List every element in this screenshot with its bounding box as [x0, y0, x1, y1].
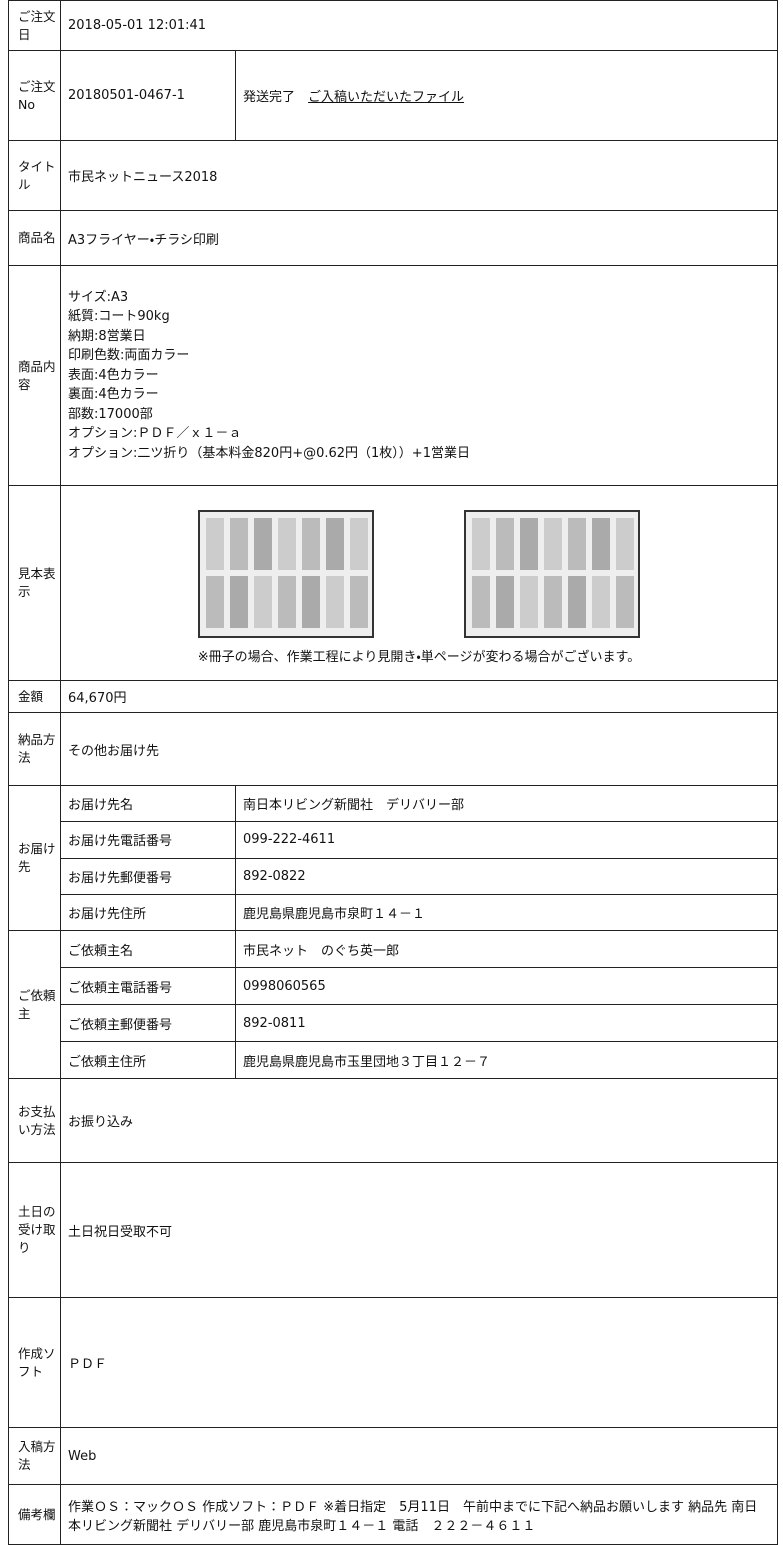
spec-line: 紙質:コート90kg	[68, 309, 170, 325]
row: ご依頼主住所 鹿児島県鹿児島市玉里団地３丁目１２－７	[9, 1041, 778, 1079]
row: 土日の受け取り 土日祝日受取不可	[8, 1162, 778, 1298]
field-value: 892-0822	[235, 857, 778, 895]
field-name: ご依頼主電話番号	[60, 967, 236, 1005]
spec-line: サイズ:A3	[68, 289, 129, 305]
field-name: お届け先名	[60, 784, 236, 823]
body: ご注文日 2018-05-01 12:01:41 ご注文No 20180501-046…	[8, 0, 778, 1545]
row-label: 入稿方法	[8, 1427, 61, 1485]
row: 入稿方法 Web	[8, 1427, 778, 1485]
sample-thumbnail	[198, 509, 374, 638]
row-label: お届け先	[8, 785, 61, 931]
row-value: その他お届け先	[60, 712, 778, 786]
file-link[interactable]: ご入稿いただいたファイル	[308, 90, 465, 105]
row: 納品方法 その他お届け先	[8, 712, 778, 786]
spec-line: 部数:17000部	[68, 406, 153, 422]
field-value: 鹿児島県鹿児島市泉町１４－１	[235, 893, 778, 932]
field-name: ご依頼主郵便番号	[60, 1004, 236, 1042]
row-label: ご注文日	[8, 0, 61, 51]
row-label: 商品内容	[8, 265, 61, 486]
page: order {"order": {"rows": [ {"label": "ご注…	[8, 0, 778, 1545]
row: ご注文日 2018-05-01 12:01:41	[8, 0, 778, 51]
field-name: ご依頼主名	[60, 930, 236, 968]
sample-thumbnail	[464, 509, 640, 638]
sample-note: ※冊子の場合、作業工程により見開き・単ページが変わる場合がございます。	[197, 649, 641, 665]
row: お届け先郵便番号 892-0822	[9, 857, 778, 895]
row-value: A3フライヤー・チラシ印刷	[60, 210, 778, 266]
row: ご依頼主郵便番号 892-0811	[9, 1004, 778, 1042]
field-name: ご依頼主住所	[60, 1041, 236, 1079]
row-label: 見本表示	[8, 485, 61, 681]
status-cell: 発送完了 ご入稿いただいたファイル	[235, 50, 778, 141]
field-value: 南日本リビング新聞社 デリバリー部	[235, 784, 778, 823]
thumbnails	[68, 509, 770, 638]
row: タイトル 市民ネットニュース2018	[8, 140, 778, 211]
row: ご依頼主 ご依頼主名 市民ネット のぐち英一郎	[8, 930, 778, 1079]
row-value: ※冊子の場合、作業工程により見開き・単ページが変わる場合がございます。	[60, 485, 778, 681]
spec-line: 表面:4色カラー	[68, 367, 159, 383]
row: 商品名 A3フライヤー・チラシ印刷	[8, 210, 778, 266]
row: 作成ソフト ＰＤＦ	[8, 1297, 778, 1428]
row-value: 市民ネットニュース2018	[60, 140, 778, 211]
row-value: ＰＤＦ	[60, 1297, 778, 1428]
row-label: 商品名	[8, 210, 61, 266]
field-name: お届け先住所	[60, 893, 236, 932]
spec-line: 納期:8営業日	[68, 328, 146, 344]
field-value: 892-0811	[235, 1004, 778, 1042]
order-table: ご注文日 2018-05-01 12:01:41 ご注文No 20180501-046…	[8, 0, 778, 1545]
row-label: 納品方法	[8, 712, 61, 786]
row: 金額 64,670円	[8, 680, 778, 713]
row-value: 作業ＯＳ：マックＯＳ 作成ソフト：ＰＤＦ ※着日指定 5月11日 午前中までに下…	[60, 1484, 778, 1545]
row: お届け先電話番号 099-222-4611	[9, 821, 778, 859]
row: ご依頼主電話番号 0998060565	[9, 967, 778, 1005]
row: ご注文No 20180501-0467-1 発送完了 ご入稿いただいたファイル	[8, 50, 778, 141]
spec-line: オプション:ＰＤＦ／ｘ１－ａ	[68, 426, 242, 442]
row: お支払い方法 お振り込み	[8, 1078, 778, 1163]
status: 発送完了	[243, 90, 296, 105]
field-name: お届け先電話番号	[60, 821, 236, 859]
row-value: 20180501-0467-1	[60, 50, 236, 141]
row: 見本表示 ※冊子の場合、作業工程により見開き・単ページが変わる場合がございます。	[8, 485, 778, 681]
spec-line: 裏面:4色カラー	[68, 387, 159, 403]
row-label: お支払い方法	[8, 1078, 61, 1163]
spec-line: 印刷色数:両面カラー	[68, 348, 190, 364]
row-value: 64,670円	[60, 680, 778, 713]
row-label: ご注文No	[8, 50, 61, 141]
row-label: 備考欄	[8, 1484, 61, 1545]
row-label: 土日の受け取り	[8, 1162, 61, 1298]
row-value: Web	[60, 1427, 778, 1485]
row-label: タイトル	[8, 140, 61, 211]
row: 備考欄 作業ＯＳ：マックＯＳ 作成ソフト：ＰＤＦ ※着日指定 5月11日 午前中ま…	[8, 1484, 778, 1545]
row-value: 土日祝日受取不可	[60, 1162, 778, 1298]
row-value: 2018-05-01 12:01:41	[60, 0, 778, 51]
field-name: お届け先郵便番号	[60, 857, 236, 895]
row-value: サイズ:A3 紙質:コート90kg 納期:8営業日印刷色数:両面カラー 表面:4色カラ…	[60, 265, 778, 486]
row: 商品内容 サイズ:A3 紙質:コート90kg 納期:8営業日印刷色数:両面カラー 表面:…	[8, 265, 778, 486]
row: お届け先住所 鹿児島県鹿児島市泉町１４－１	[9, 893, 778, 932]
row-value: お振り込み	[60, 1078, 778, 1163]
row: お届け先 お届け先名 南日本リビング新聞社 デリバリー部	[8, 784, 778, 931]
row-label: ご依頼主	[8, 930, 61, 1079]
field-value: 市民ネット のぐち英一郎	[235, 930, 778, 968]
field-value: 099-222-4611	[235, 821, 778, 859]
field-value: 鹿児島県鹿児島市玉里団地３丁目１２－７	[235, 1041, 778, 1079]
row-label: 作成ソフト	[8, 1297, 61, 1428]
spec-line: オプション:二ツ折り（基本料金820円+@0.62円（1枚））+1営業日	[68, 445, 470, 461]
field-value: 0998060565	[235, 967, 778, 1005]
row-label: 金額	[8, 680, 61, 713]
